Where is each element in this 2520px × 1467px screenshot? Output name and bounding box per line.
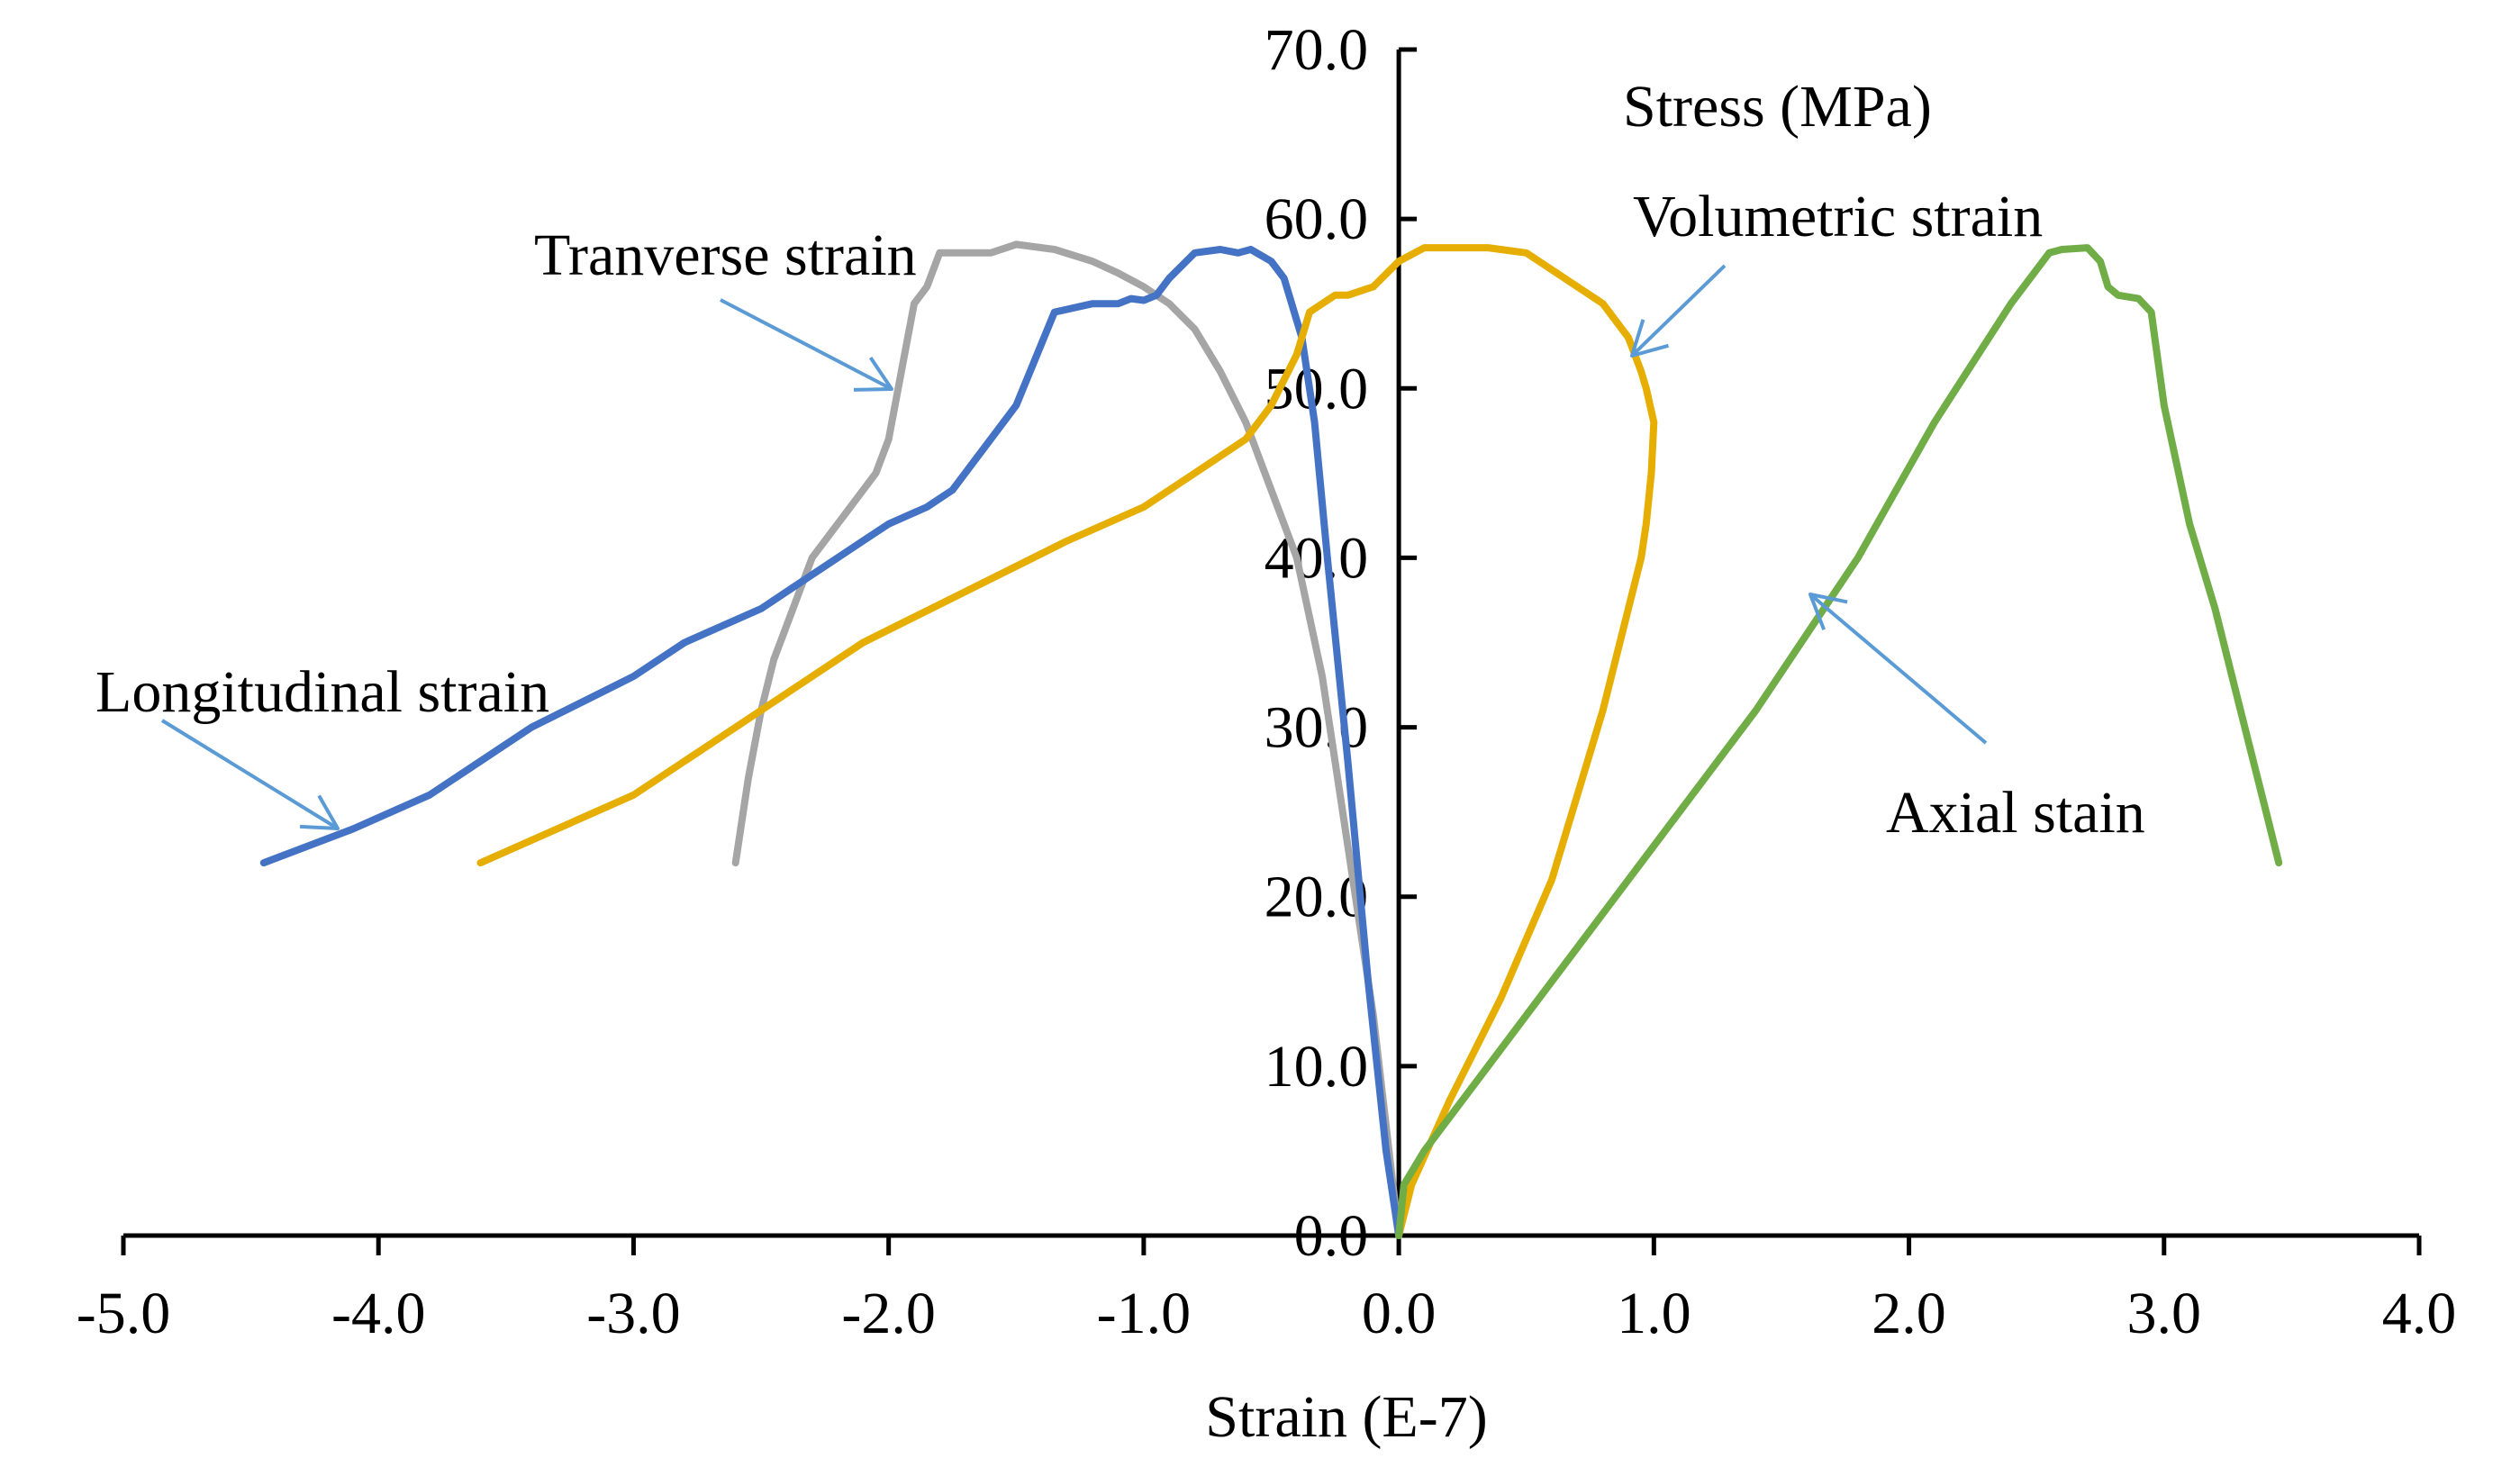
transverse-strain-label: Tranverse strain: [534, 222, 917, 288]
x-tick-label: 0.0: [1362, 1281, 1437, 1346]
y-tick-label: 60.0: [1265, 186, 1369, 252]
y-tick-label: 40.0: [1265, 525, 1369, 591]
volumetric-arrow: [1630, 264, 1727, 358]
x-tick-label: -5.0: [77, 1281, 170, 1346]
y-tick-label: 0.0: [1294, 1203, 1369, 1269]
annotation-layer: Longitudinal strain Tranverse strain Vol…: [95, 184, 2145, 846]
longitudinal-strain-line: [259, 246, 1403, 1239]
series-layer: [259, 240, 2283, 1239]
axial-strain-label: Axial stain: [1886, 780, 2145, 846]
x-axis-ticks: -5.0 -4.0 -3.0 -2.0 -1.0 0.0 1.0 2.0 3.0 4.0: [77, 1236, 2456, 1346]
x-tick-label: -4.0: [331, 1281, 425, 1346]
x-tick-label: 3.0: [2127, 1281, 2202, 1346]
y-tick-label: 30.0: [1265, 695, 1369, 761]
x-tick-label: -2.0: [841, 1281, 935, 1346]
y-tick-label: 70.0: [1265, 17, 1369, 83]
x-tick-label: -1.0: [1097, 1281, 1191, 1346]
x-tick-label: 4.0: [2382, 1281, 2457, 1346]
annotation-arrows: [160, 264, 1988, 830]
x-tick-label: -3.0: [586, 1281, 680, 1346]
volumetric-strain-line: [476, 244, 1658, 1239]
x-tick-label: 2.0: [1872, 1281, 1946, 1346]
x-axis-title: Strain (E-7): [1205, 1384, 1487, 1450]
axial-stain-line: [1395, 244, 2283, 1239]
y-axis-title: Stress (MPa): [1623, 74, 1932, 140]
y-tick-label: 10.0: [1265, 1034, 1369, 1100]
axes: -5.0 -4.0 -3.0 -2.0 -1.0 0.0 1.0 2.0 3.0 4.0 0.0 1…: [77, 17, 2456, 1346]
longitudinal-strain-label: Longitudinal strain: [95, 659, 549, 725]
volumetric-strain-label: Volumetric strain: [1633, 184, 2043, 249]
longitudinal-arrow: [160, 719, 340, 830]
transverse-arrow: [720, 298, 893, 392]
x-tick-label: 1.0: [1617, 1281, 1691, 1346]
axial-arrow: [1808, 593, 1988, 745]
